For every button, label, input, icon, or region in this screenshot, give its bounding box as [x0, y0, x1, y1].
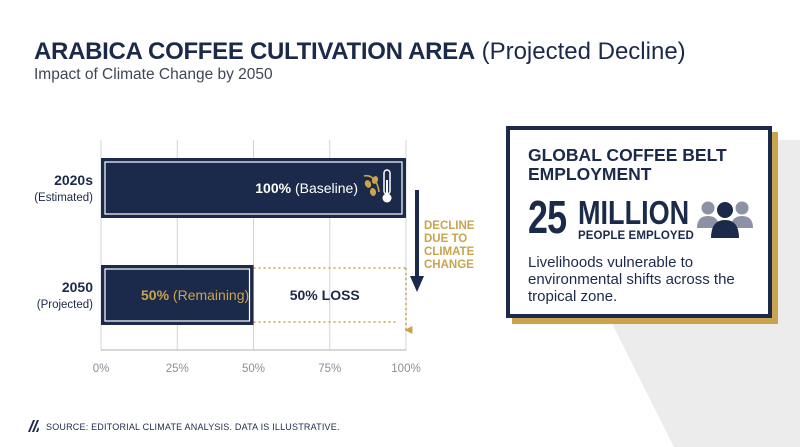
x-tick-label: 50%: [242, 363, 265, 375]
decline-annotation-line: DUE TO: [424, 233, 467, 245]
bar-value-number: 100%: [255, 180, 295, 196]
coffee-bean: [369, 188, 377, 196]
coffee-thermometer-icon: [363, 169, 392, 203]
bar-value-label: 100% (Baseline): [255, 180, 358, 196]
decline-arrow-head: [410, 276, 424, 292]
chart-subtitle: Impact of Climate Change by 2050: [34, 66, 273, 83]
category-label: 2020s: [54, 172, 93, 188]
employment-unit: MILLION: [578, 194, 690, 231]
employment-card-title: GLOBAL COFFEE BELT EMPLOYMENT: [528, 145, 727, 184]
bar-value-suffix: (Baseline): [295, 180, 358, 196]
category-sublabel: (Estimated): [34, 192, 93, 204]
bar-value-suffix: (Remaining): [173, 287, 249, 303]
x-tick-label: 100%: [391, 363, 420, 375]
decline-annotation-line: CLIMATE: [424, 246, 475, 258]
x-tick-label: 25%: [166, 363, 189, 375]
x-tick-label: 75%: [318, 363, 341, 375]
coffee-bean: [364, 180, 372, 188]
bar-inner-border: [104, 268, 251, 322]
thermometer-bulb: [382, 193, 392, 203]
bar: [101, 265, 254, 325]
chart-title-main: ARABICA COFFEE CULTIVATION AREA: [34, 38, 475, 65]
thermometer-level: [386, 180, 388, 196]
bar: [101, 158, 406, 218]
employment-description: Livelihoods vulnerable to environmental …: [528, 254, 735, 305]
employment-card: GLOBAL COFFEE BELT EMPLOYMENT 25 MILLION…: [506, 126, 772, 318]
bar-value-label: 50% (Remaining): [141, 287, 249, 303]
people-group-icon: [697, 201, 753, 238]
decline-annotation-line: DECLINE: [424, 220, 475, 232]
x-tick-label: 0%: [93, 363, 110, 375]
diagonal-stripes-icon: [28, 420, 39, 432]
employment-caption: PEOPLE EMPLOYED: [578, 230, 694, 242]
bar-value-number: 50%: [141, 287, 173, 303]
chart-title-qualifier: (Projected Decline): [481, 38, 686, 65]
category-sublabel: (Projected): [37, 299, 93, 311]
coffee-bean: [371, 176, 379, 184]
employment-number: 25: [528, 191, 567, 243]
chart-title: ARABICA COFFEE CULTIVATION AREA (Project…: [34, 38, 686, 66]
category-label: 2050: [62, 279, 93, 295]
source-text: SOURCE: EDITORIAL CLIMATE ANALYSIS. DATA…: [46, 422, 340, 432]
bar-inner-border: [104, 161, 403, 215]
decline-annotation-line: CHANGE: [424, 259, 474, 271]
loss-label: 50% LOSS: [290, 287, 360, 303]
